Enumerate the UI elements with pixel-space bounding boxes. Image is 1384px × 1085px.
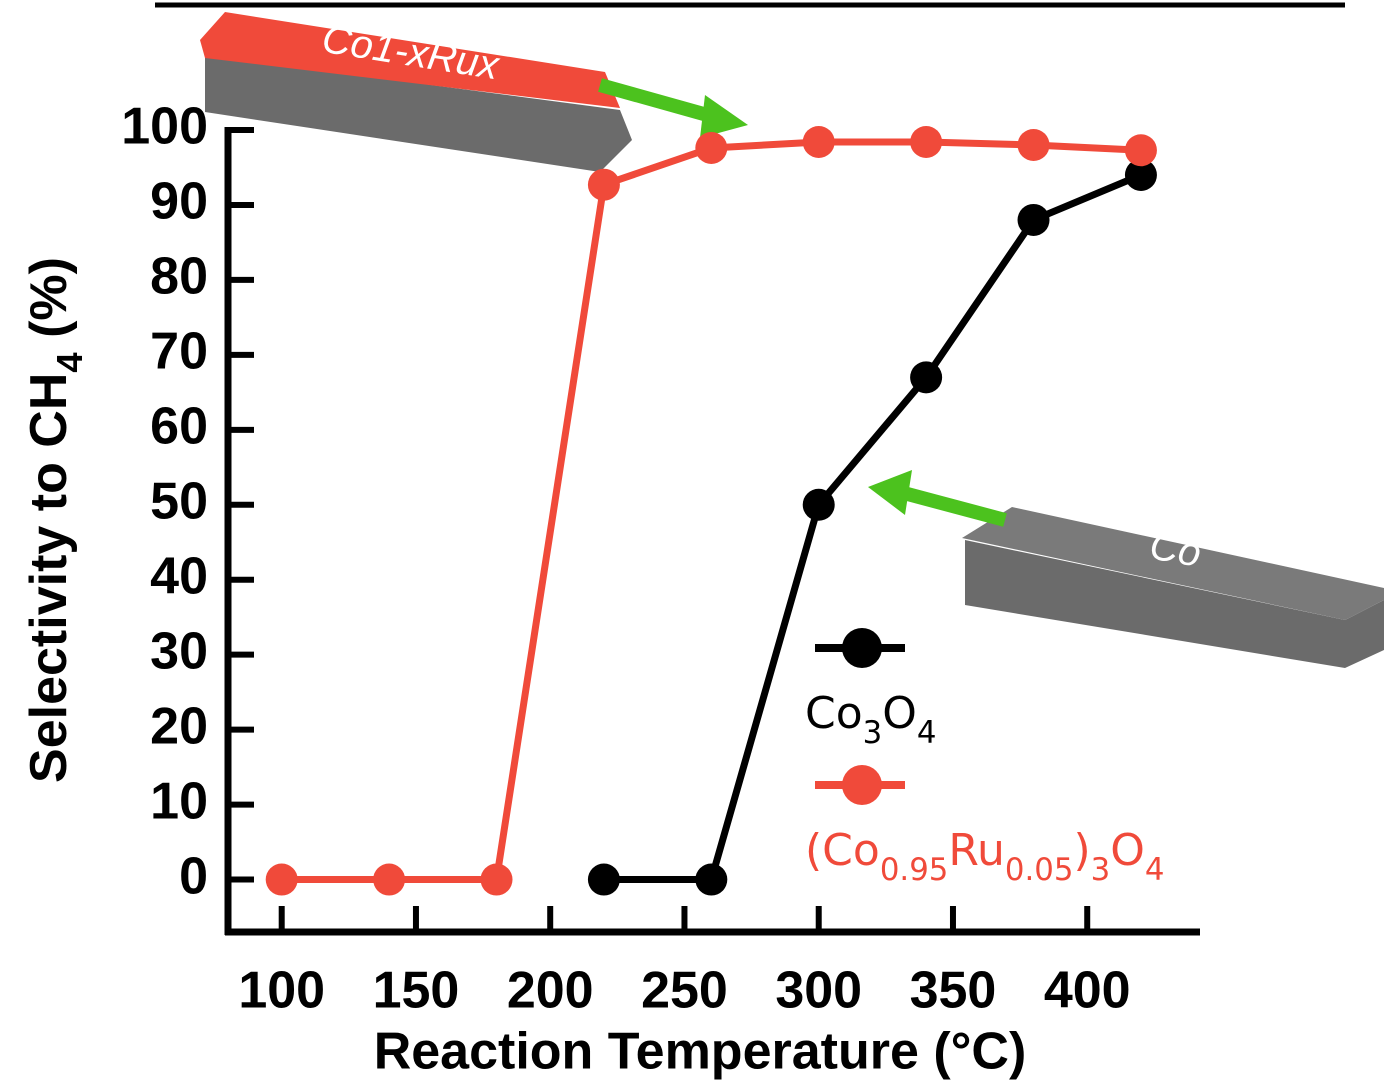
y-tick-label: 60	[150, 398, 208, 456]
data-point	[695, 864, 727, 896]
data-point	[1018, 129, 1050, 161]
legend-label: Co3O4	[805, 688, 937, 751]
arrow	[868, 470, 1005, 520]
data-point	[910, 361, 942, 393]
x-tick-label: 350	[910, 962, 997, 1020]
y-tick-label: 90	[150, 173, 208, 231]
y-tick-label: 70	[150, 323, 208, 381]
data-point	[803, 126, 835, 158]
x-tick-label: 250	[641, 962, 728, 1020]
data-point	[910, 126, 942, 158]
x-tick-label: 400	[1044, 962, 1131, 1020]
data-point	[588, 169, 620, 201]
x-tick-label: 200	[507, 962, 594, 1020]
y-axis-label: Selectivity to CH4 (%)	[20, 257, 90, 783]
y-tick-label: 20	[150, 697, 208, 755]
y-tick-label: 40	[150, 547, 208, 605]
data-point	[266, 864, 298, 896]
x-tick-label: 150	[373, 962, 460, 1020]
y-tick-label: 0	[179, 847, 208, 905]
data-point	[1018, 204, 1050, 236]
data-point	[803, 489, 835, 521]
data-point	[1125, 134, 1157, 166]
x-tick-label: 300	[775, 962, 862, 1020]
co-bar: Co	[962, 507, 1384, 668]
x-axis-label: Reaction Temperature (°C)	[374, 1023, 1027, 1081]
legend-marker	[842, 765, 882, 805]
y-tick-label: 50	[150, 473, 208, 531]
data-point	[695, 132, 727, 164]
x-tick-label: 100	[238, 962, 325, 1020]
y-tick-label: 30	[150, 622, 208, 680]
annotation: Co	[1146, 523, 1204, 575]
data-point	[588, 864, 620, 896]
co-ru-bar: Co1-xRux	[200, 12, 632, 172]
y-tick-label: 10	[150, 772, 208, 830]
data-point	[373, 864, 405, 896]
y-tick-label: 100	[121, 98, 208, 156]
legend-marker	[842, 628, 882, 668]
legend-label: (Co0.95Ru0.05)3O4	[805, 825, 1164, 888]
y-tick-label: 80	[150, 248, 208, 306]
data-point	[481, 864, 513, 896]
chart: Co1-xRux Co Reaction Temperature (°C) Se…	[0, 0, 1384, 1085]
